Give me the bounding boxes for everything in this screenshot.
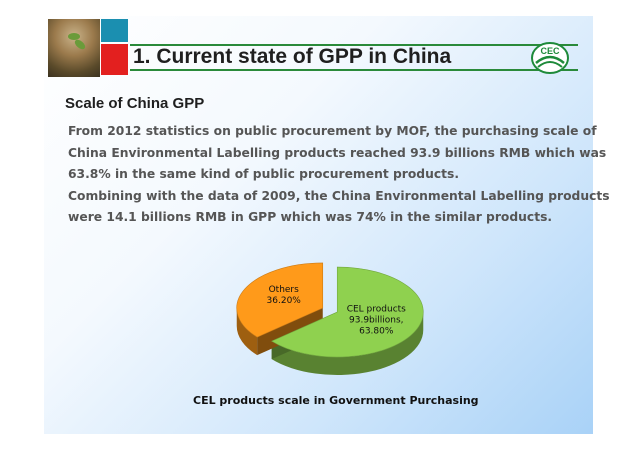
cec-logo-icon: CEC — [530, 41, 570, 75]
chart-title: CEL products scale in Government Purchas… — [193, 394, 479, 407]
paragraph-line: were 14.1 billions RMB in GPP which was … — [68, 207, 573, 229]
paragraph-line: China Environmental Labelling products r… — [68, 143, 573, 165]
page-title: 1. Current state of GPP in China — [133, 45, 451, 69]
title-divider-bottom — [130, 69, 578, 71]
paragraph-line: From 2012 statistics on public procureme… — [68, 121, 573, 143]
body-paragraph: From 2012 statistics on public procureme… — [68, 121, 573, 229]
leaf-icon — [73, 38, 87, 51]
logo-text: CEC — [540, 46, 560, 56]
teal-square — [101, 19, 128, 42]
paragraph-line: 63.8% in the same kind of public procure… — [68, 164, 573, 186]
pie-slice-label: Others 36.20% — [267, 285, 302, 306]
paragraph-line: Combining with the data of 2009, the Chi… — [68, 186, 573, 208]
section-subtitle: Scale of China GPP — [65, 95, 204, 112]
pie-chart: CEL products 93.9billions, 63.80%Others 36.… — [210, 262, 450, 392]
hands-plant-photo — [48, 19, 100, 77]
red-square — [101, 44, 128, 75]
